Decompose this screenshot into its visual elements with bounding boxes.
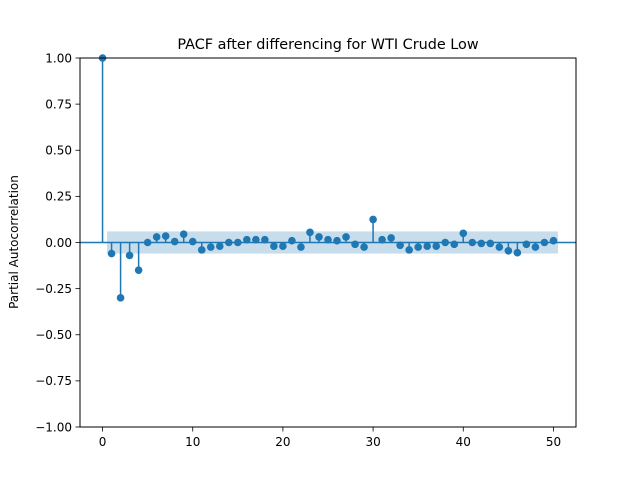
stem-marker-lag-17 (252, 235, 260, 244)
stem-marker-lag-1 (107, 249, 116, 258)
stem-marker-lag-31 (378, 235, 386, 244)
x-axis-ticks: 0 10 20 30 40 50 (99, 427, 561, 449)
stem-marker-lag-15 (234, 238, 242, 247)
stem-marker-lag-43 (486, 239, 495, 248)
x-tick-label: 10 (185, 435, 200, 449)
stem-marker-lag-44 (495, 243, 504, 251)
x-tick-label: 50 (546, 435, 561, 449)
stem-marker-lag-22 (297, 243, 305, 251)
stem-marker-lag-26 (333, 236, 341, 245)
stem-marker-lag-28 (351, 240, 359, 249)
y-tick-label: 0.50 (45, 144, 72, 158)
stem-marker-lag-33 (396, 241, 404, 250)
y-tick-label: −0.75 (35, 374, 72, 388)
stem-marker-lag-41 (468, 238, 477, 247)
stem-marker-lag-23 (306, 228, 314, 237)
x-tick-label: 0 (99, 435, 107, 449)
stem-marker-lag-40 (459, 229, 468, 238)
stem-layer (80, 54, 576, 302)
stem-marker-lag-5 (143, 238, 152, 247)
stem-marker-lag-8 (170, 237, 179, 246)
stem-marker-lag-47 (522, 240, 531, 249)
stem-marker-lag-36 (423, 242, 432, 250)
stem-marker-lag-49 (540, 238, 549, 247)
stem-marker-lag-27 (342, 233, 350, 241)
x-tick-label: 20 (275, 435, 290, 449)
y-axis-ticks: −1.00 −0.75 −0.50 −0.25 0.00 0.25 0.50 0.75 1.00 (35, 51, 80, 434)
y-tick-label: −1.00 (35, 420, 72, 434)
stem-marker-lag-20 (279, 242, 287, 250)
stem-marker-lag-38 (441, 238, 450, 247)
y-tick-label: 0.75 (45, 97, 72, 111)
stem-marker-lag-46 (513, 248, 522, 257)
y-tick-label: 0.00 (45, 236, 72, 250)
stem-marker-lag-7 (161, 232, 170, 240)
stem-marker-lag-16 (243, 235, 251, 244)
stem-marker-lag-9 (179, 230, 188, 238)
stem-marker-lag-50 (549, 236, 558, 245)
stem-marker-lag-34 (405, 246, 413, 254)
stem-marker-lag-24 (315, 233, 323, 241)
stem-marker-lag-12 (206, 243, 215, 251)
y-tick-label: 0.25 (45, 190, 72, 204)
stem-marker-lag-3 (125, 251, 134, 260)
y-axis-label: Partial Autocorrelation (7, 175, 21, 309)
chart-title: PACF after differencing for WTI Crude Lo… (177, 37, 478, 53)
y-tick-label: 1.00 (45, 51, 72, 65)
stem-marker-lag-19 (270, 242, 278, 250)
y-tick-label: −0.25 (35, 282, 72, 296)
stem-marker-lag-32 (387, 234, 395, 242)
stem-marker-lag-25 (324, 235, 332, 244)
stem-marker-lag-13 (215, 242, 224, 250)
stem-marker-lag-37 (432, 242, 441, 250)
y-tick-label: −0.50 (35, 328, 72, 342)
stem-marker-lag-6 (152, 233, 161, 241)
stem-marker-lag-21 (288, 236, 296, 245)
x-tick-label: 40 (456, 435, 471, 449)
stem-marker-lag-4 (134, 266, 143, 274)
stem-marker-lag-42 (477, 239, 486, 248)
stem-marker-lag-10 (188, 237, 197, 246)
stem-marker-lag-14 (225, 238, 233, 247)
stem-marker-lag-45 (504, 247, 513, 255)
stem-marker-lag-30 (369, 215, 377, 224)
stem-marker-lag-48 (531, 243, 540, 251)
stem-marker-lag-18 (261, 235, 269, 244)
stem-marker-lag-11 (197, 246, 206, 254)
x-tick-label: 30 (365, 435, 380, 449)
stem-marker-lag-29 (360, 243, 368, 251)
stem-marker-lag-39 (450, 240, 459, 249)
stem-marker-lag-35 (414, 243, 422, 251)
stem-marker-lag-2 (116, 294, 125, 302)
